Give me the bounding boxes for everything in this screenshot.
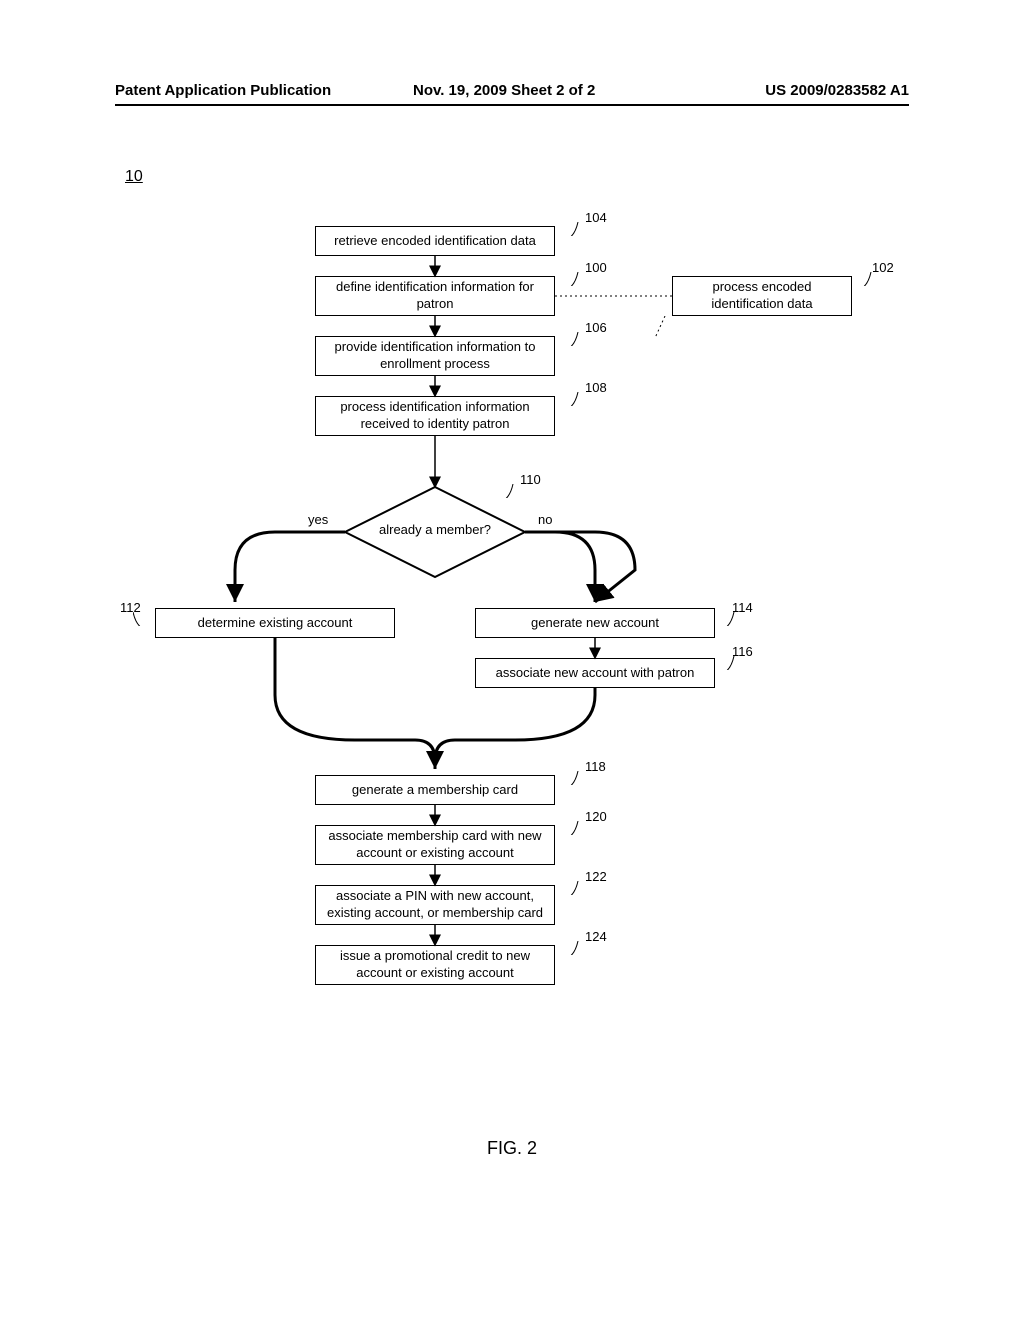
box-100: define identification information for pa… [315,276,555,316]
hook-icon [855,272,873,286]
box-114: generate new account [475,608,715,638]
yes-label: yes [308,512,328,527]
ref-108: 108 [585,380,607,395]
dotted-drop [655,316,675,338]
hook-icon [562,771,580,785]
ref-104: 104 [585,210,607,225]
header-pub-number: US 2009/0283582 A1 [661,82,909,99]
ref-106: 106 [585,320,607,335]
decision-text: already a member? [345,522,525,537]
box-120: associate membership card with new accou… [315,825,555,865]
ref-122: 122 [585,869,607,884]
ref-110: 110 [520,472,541,487]
hook-icon [562,222,580,236]
ref-118: 118 [585,759,606,774]
box-108: process identification information recei… [315,396,555,436]
hook-icon [562,392,580,406]
box-104: retrieve encoded identification data [315,226,555,256]
box-116: associate new account with patron [475,658,715,688]
hook-icon [562,881,580,895]
flowchart: retrieve encoded identification data 104… [115,200,909,1100]
hook-icon [133,612,151,626]
box-106: provide identification information to en… [315,336,555,376]
hook-icon [562,332,580,346]
figure-number: 10 [125,168,143,186]
hook-icon [497,484,515,498]
decision-diamond: already a member? [345,487,525,577]
box-122: associate a PIN with new account, existi… [315,885,555,925]
ref-120: 120 [585,809,607,824]
box-124: issue a promotional credit to new accoun… [315,945,555,985]
hook-icon [562,941,580,955]
box-112: determine existing account [155,608,395,638]
no-label: no [538,512,552,527]
hook-icon [562,821,580,835]
box-118: generate a membership card [315,775,555,805]
box-102: process encoded identification data [672,276,852,316]
header-rule [115,104,909,106]
figure-label: FIG. 2 [0,1138,1024,1159]
header-publication: Patent Application Publication [115,82,363,99]
dotted-connector [555,286,672,306]
ref-100: 100 [585,260,607,275]
hook-icon [718,656,736,670]
hook-icon [562,272,580,286]
hook-icon [718,612,736,626]
page-header: Patent Application Publication Nov. 19, … [115,82,909,99]
ref-102: 102 [872,260,894,275]
ref-124: 124 [585,929,607,944]
header-date-sheet: Nov. 19, 2009 Sheet 2 of 2 [363,82,661,99]
